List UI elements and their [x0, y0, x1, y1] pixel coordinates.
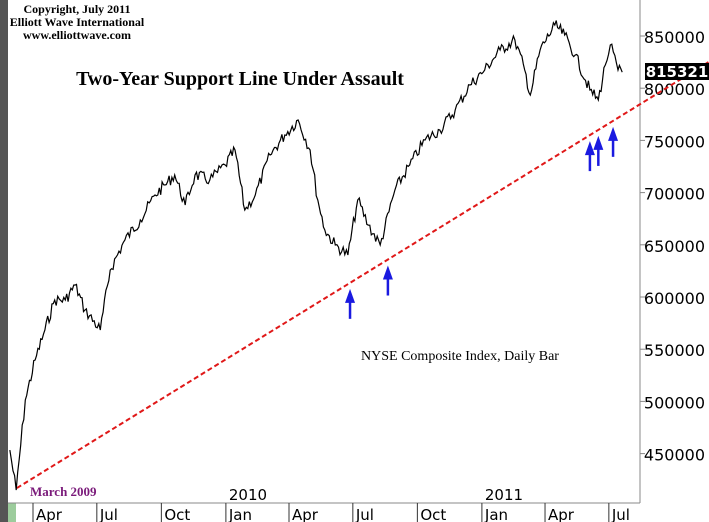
y-tick-label: 850000: [644, 28, 705, 47]
y-tick-label: 800000: [644, 80, 705, 99]
index-annotation: NYSE Composite Index, Daily Bar: [361, 349, 559, 364]
x-tick-label: Apr: [548, 506, 575, 522]
support-arrow-head: [608, 126, 619, 141]
x-tick-label: Oct: [420, 506, 446, 522]
y-tick-label: 500000: [644, 393, 705, 412]
support-arrow-head: [584, 141, 595, 156]
start-label: March 2009: [30, 484, 97, 499]
year-label: 2010: [229, 486, 267, 504]
axis-corner-swatch: [8, 503, 16, 522]
price-series-line: [9, 20, 623, 491]
y-tick-label: 450000: [644, 446, 705, 465]
x-tick-label: Jan: [484, 506, 508, 522]
year-label: 2011: [485, 486, 523, 504]
chart-title: Two-Year Support Line Under Assault: [76, 68, 404, 90]
y-tick-label: 700000: [644, 185, 705, 204]
support-trendline: [16, 61, 709, 489]
last-value-label: 815321: [646, 63, 709, 81]
y-tick-label: 650000: [644, 237, 705, 256]
x-tick-label: Apr: [292, 506, 319, 522]
x-tick-label: Jul: [99, 506, 118, 522]
support-arrow-head: [345, 288, 356, 303]
left-border: [0, 0, 8, 522]
copyright-line-1: Copyright, July 2011: [23, 2, 130, 16]
support-arrow-head: [593, 135, 604, 150]
copyright-line-2: Elliott Wave International: [10, 15, 145, 29]
x-tick-label: Jan: [228, 506, 252, 522]
x-tick-label: Jul: [355, 506, 374, 522]
y-tick-label: 600000: [644, 289, 705, 308]
x-tick-label: Jul: [611, 506, 630, 522]
y-tick-label: 550000: [644, 341, 705, 360]
copyright-line-3: www.elliottwave.com: [23, 28, 131, 42]
x-tick-label: Oct: [164, 506, 190, 522]
support-arrow-head: [382, 265, 393, 280]
y-tick-label: 750000: [644, 132, 705, 151]
x-tick-label: Apr: [36, 506, 63, 522]
last-value-box: [645, 63, 709, 80]
